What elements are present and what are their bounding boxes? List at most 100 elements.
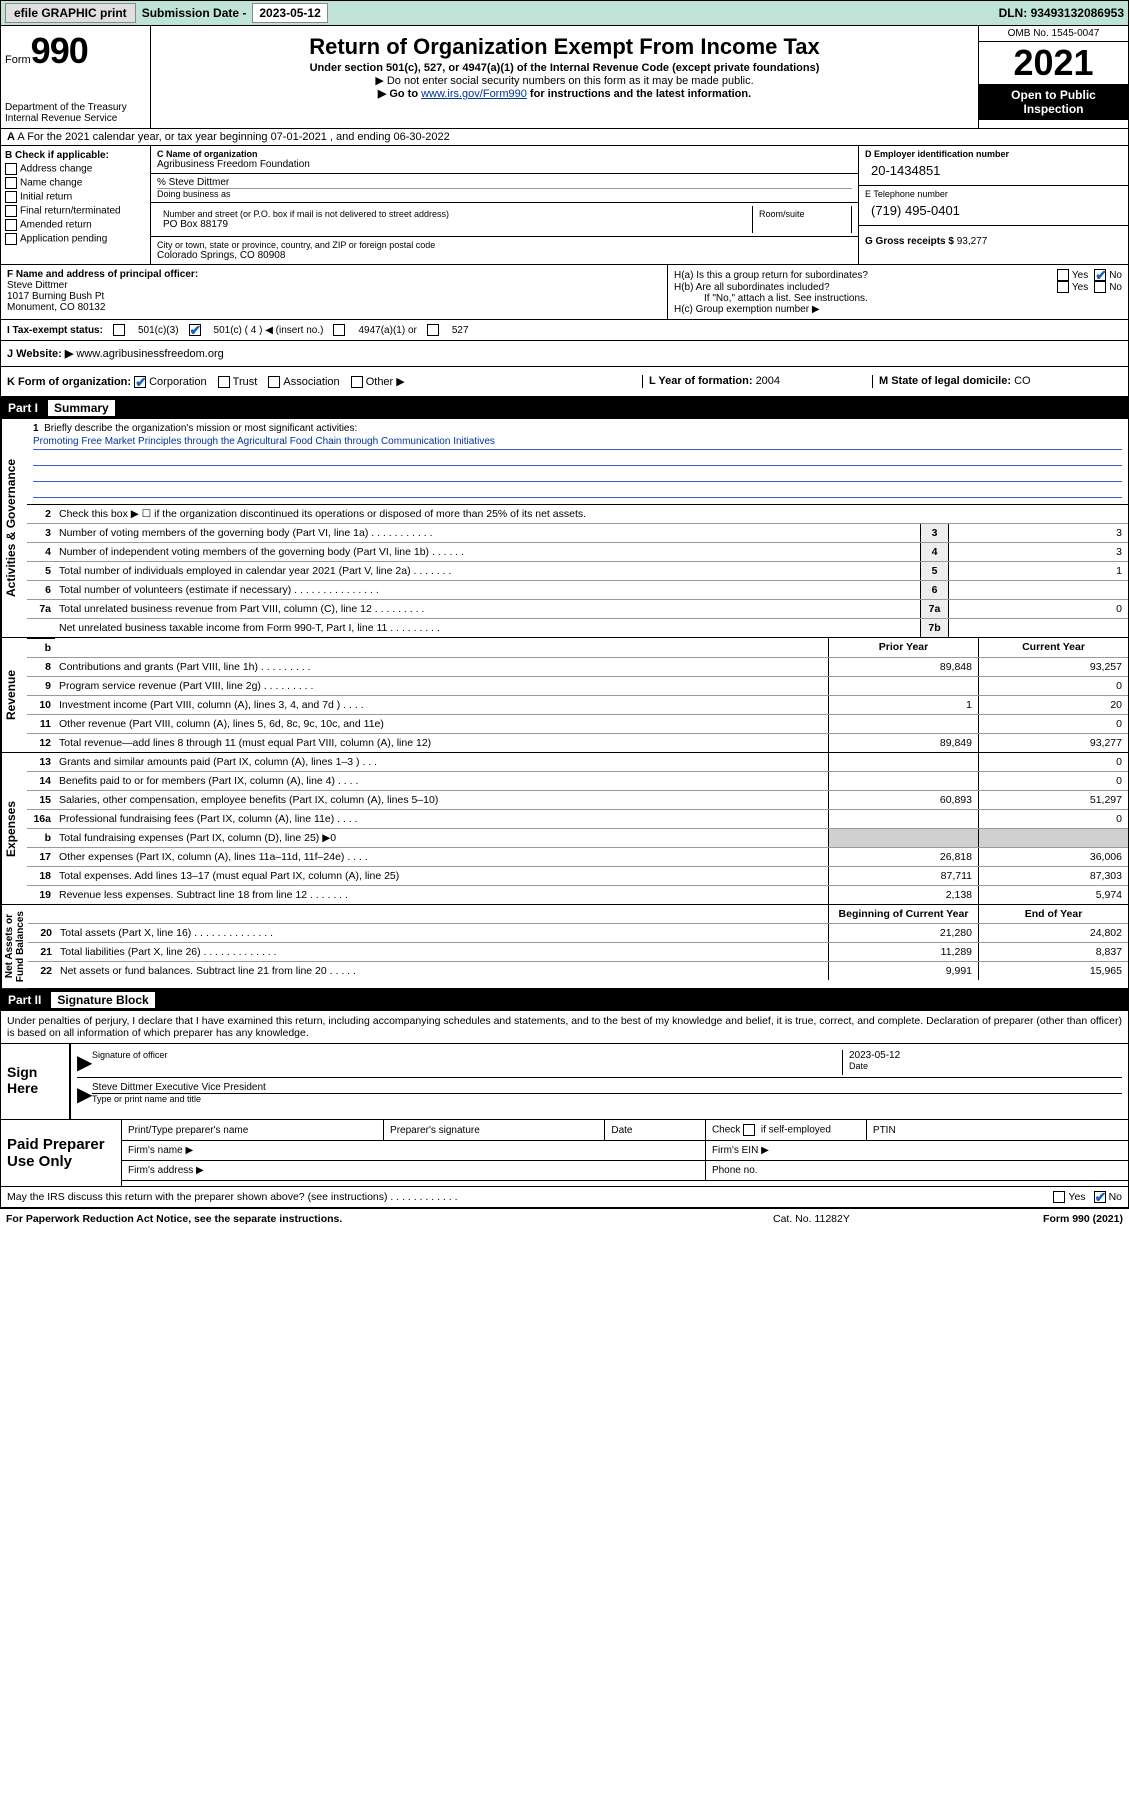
check-other[interactable] (351, 376, 363, 388)
firm-name-label: Firm's name ▶ (122, 1141, 705, 1161)
line-prior (828, 772, 978, 790)
j-label: J Website: ▶ (7, 348, 76, 360)
form-number: 990 (31, 30, 88, 71)
line2: Check this box ▶ ☐ if the organization d… (55, 505, 1128, 523)
line-num: 5 (27, 562, 55, 580)
hc-label: H(c) Group exemption number ▶ (674, 304, 1122, 315)
col-beginning: Beginning of Current Year (828, 905, 978, 923)
vtab-netassets: Net Assets orFund Balances (1, 905, 28, 988)
hb-yes[interactable] (1057, 281, 1069, 293)
line-curr: 20 (978, 696, 1128, 714)
gross-receipts: 93,277 (957, 236, 988, 247)
col-prior-year: Prior Year (828, 638, 978, 657)
sign-here-block: Sign Here ▶ Signature of officer 2023-05… (0, 1044, 1129, 1120)
line-num: 15 (27, 791, 55, 809)
col-end: End of Year (978, 905, 1128, 923)
line-num: 21 (28, 943, 56, 961)
irs-link[interactable]: www.irs.gov/Form990 (421, 88, 527, 100)
line-desc: Total liabilities (Part X, line 26) . . … (56, 943, 828, 961)
line-num: b (27, 829, 55, 847)
line-val (948, 619, 1128, 637)
submission-label: Submission Date - (142, 6, 247, 20)
cat-no: Cat. No. 11282Y (773, 1213, 973, 1225)
self-employed-cell: Check if self-employed (705, 1120, 866, 1141)
ha-no[interactable] (1094, 269, 1106, 281)
sig-date: 2023-05-12 (849, 1050, 1122, 1061)
ha-yes[interactable] (1057, 269, 1069, 281)
line-curr: 51,297 (978, 791, 1128, 809)
subtitle-2: ▶ Do not enter social security numbers o… (157, 74, 972, 87)
line-desc: Net unrelated business taxable income fr… (55, 619, 920, 637)
line-desc: Salaries, other compensation, employee b… (55, 791, 828, 809)
line-prior (828, 715, 978, 733)
check-501c3[interactable] (113, 324, 125, 336)
check-assoc[interactable] (268, 376, 280, 388)
line-prior: 9,991 (828, 962, 978, 980)
section-f-h: F Name and address of principal officer:… (0, 265, 1129, 320)
line-prior: 21,280 (828, 924, 978, 942)
check-address-change[interactable]: Address change (5, 163, 146, 175)
line-box: 7a (920, 600, 948, 618)
col-b-label: B Check if applicable: (5, 150, 146, 161)
org-name: Agribusiness Freedom Foundation (157, 159, 852, 170)
check-self-employed[interactable] (743, 1124, 755, 1136)
check-4947[interactable] (333, 324, 345, 336)
line1-label: Briefly describe the organization's miss… (44, 423, 357, 434)
line-desc: Contributions and grants (Part VIII, lin… (55, 658, 828, 676)
check-name-change[interactable]: Name change (5, 177, 146, 189)
gross-label: G Gross receipts $ (865, 236, 957, 247)
line-num (27, 619, 55, 637)
check-initial-return[interactable]: Initial return (5, 191, 146, 203)
part2-header: Part II Signature Block (0, 989, 1129, 1011)
line-curr: 93,257 (978, 658, 1128, 676)
discuss-yes[interactable] (1053, 1191, 1065, 1203)
ein: 20-1434851 (865, 159, 1122, 182)
line-curr: 0 (978, 810, 1128, 828)
sig-officer-label: Signature of officer (92, 1050, 842, 1060)
line-curr: 15,965 (978, 962, 1128, 980)
check-corp[interactable] (134, 376, 146, 388)
check-final-return[interactable]: Final return/terminated (5, 205, 146, 217)
check-527[interactable] (427, 324, 439, 336)
year-formation: 2004 (756, 375, 780, 387)
line-val: 3 (948, 543, 1128, 561)
line-curr: 0 (978, 677, 1128, 695)
col-current-year: Current Year (978, 638, 1128, 657)
line-desc: Other revenue (Part VIII, column (A), li… (55, 715, 828, 733)
row-k: K Form of organization: Corporation Trus… (0, 367, 1129, 397)
summary-expenses: Expenses 13 Grants and similar amounts p… (0, 753, 1129, 905)
check-trust[interactable] (218, 376, 230, 388)
line-num: 4 (27, 543, 55, 561)
paid-preparer-label: Paid Preparer Use Only (1, 1120, 121, 1186)
check-application-pending[interactable]: Application pending (5, 233, 146, 245)
dln: DLN: 93493132086953 (999, 6, 1124, 20)
line-curr (978, 829, 1128, 847)
state-domicile: CO (1014, 375, 1031, 387)
efile-button[interactable]: efile GRAPHIC print (5, 3, 136, 23)
room-suite-label: Room/suite (752, 206, 852, 233)
line-box: 6 (920, 581, 948, 599)
line-num: 14 (27, 772, 55, 790)
line-curr: 5,974 (978, 886, 1128, 904)
line-curr: 0 (978, 715, 1128, 733)
hb-no[interactable] (1094, 281, 1106, 293)
hb-label: H(b) Are all subordinates included? (674, 282, 1057, 293)
check-501c[interactable] (189, 324, 201, 336)
line-num: 22 (28, 962, 56, 980)
preparer-name-hdr: Print/Type preparer's name (122, 1120, 384, 1141)
dba-label: Doing business as (157, 188, 852, 199)
check-amended-return[interactable]: Amended return (5, 219, 146, 231)
discuss-no[interactable] (1094, 1191, 1106, 1203)
line-val: 1 (948, 562, 1128, 580)
line-desc: Total number of individuals employed in … (55, 562, 920, 580)
line-num: 8 (27, 658, 55, 676)
line-val: 3 (948, 524, 1128, 542)
officer-addr2: Monument, CO 80132 (7, 302, 661, 313)
row-a-tax-year: A A For the 2021 calendar year, or tax y… (0, 129, 1129, 146)
line-num: 13 (27, 753, 55, 771)
submission-date: 2023-05-12 (252, 3, 327, 23)
phone-label: E Telephone number (865, 189, 1122, 199)
firm-phone-label: Phone no. (705, 1161, 1128, 1181)
line-prior: 11,289 (828, 943, 978, 961)
tax-year: 2021 (979, 42, 1128, 84)
